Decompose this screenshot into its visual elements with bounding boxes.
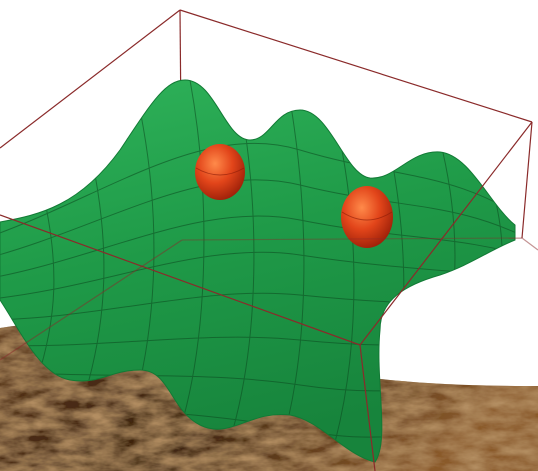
- box-front: [0, 121, 538, 471]
- spheres: [195, 144, 393, 248]
